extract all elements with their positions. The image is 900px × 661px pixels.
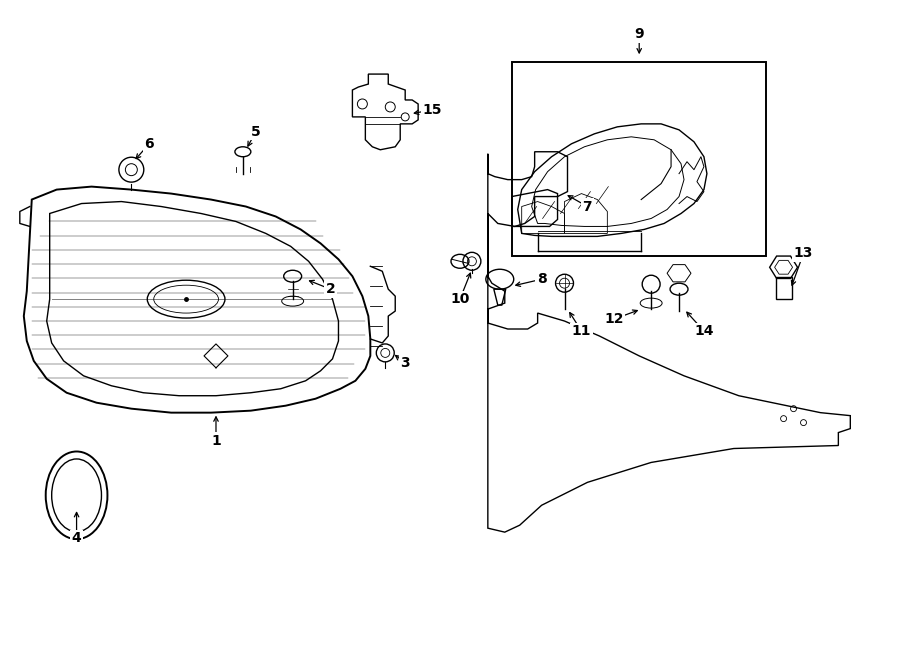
Text: 7: 7 <box>582 200 592 214</box>
Text: 5: 5 <box>251 125 261 139</box>
Text: 6: 6 <box>145 137 154 151</box>
Text: 11: 11 <box>572 324 591 338</box>
Text: 3: 3 <box>400 356 410 370</box>
Text: 13: 13 <box>794 247 814 260</box>
Text: 14: 14 <box>694 324 714 338</box>
Bar <box>512 62 766 256</box>
Text: 10: 10 <box>450 292 470 306</box>
Text: 1: 1 <box>212 434 220 447</box>
Text: 9: 9 <box>634 27 644 41</box>
Text: 8: 8 <box>536 272 546 286</box>
Text: 15: 15 <box>422 103 442 117</box>
Text: 4: 4 <box>72 531 82 545</box>
Text: 12: 12 <box>605 312 624 326</box>
Text: 2: 2 <box>326 282 336 296</box>
